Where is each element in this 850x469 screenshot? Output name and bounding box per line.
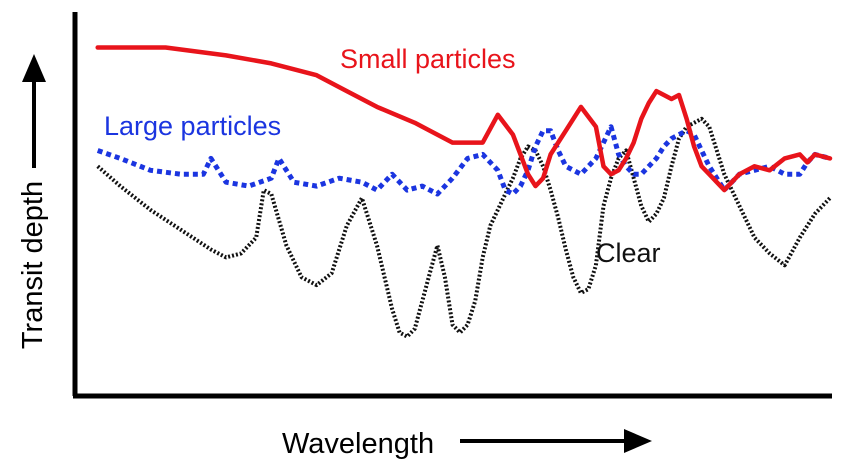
series-line-clear xyxy=(96,116,832,339)
x-axis-title-group: Wavelength xyxy=(282,428,652,460)
x-axis-arrow-head xyxy=(624,429,652,453)
series-line-large-particles xyxy=(96,124,831,197)
x-axis-title: Wavelength xyxy=(282,428,434,460)
series-label-large-particles: Large particles xyxy=(104,111,281,141)
series-line-small-particles xyxy=(95,45,833,193)
series-layer xyxy=(95,45,833,339)
y-axis-title-group: Transit depth xyxy=(17,54,49,349)
y-axis-title: Transit depth xyxy=(17,181,49,349)
y-axis-arrow-head xyxy=(22,54,46,82)
series-label-small-particles: Small particles xyxy=(340,44,516,74)
series-label-clear: Clear xyxy=(596,238,661,268)
